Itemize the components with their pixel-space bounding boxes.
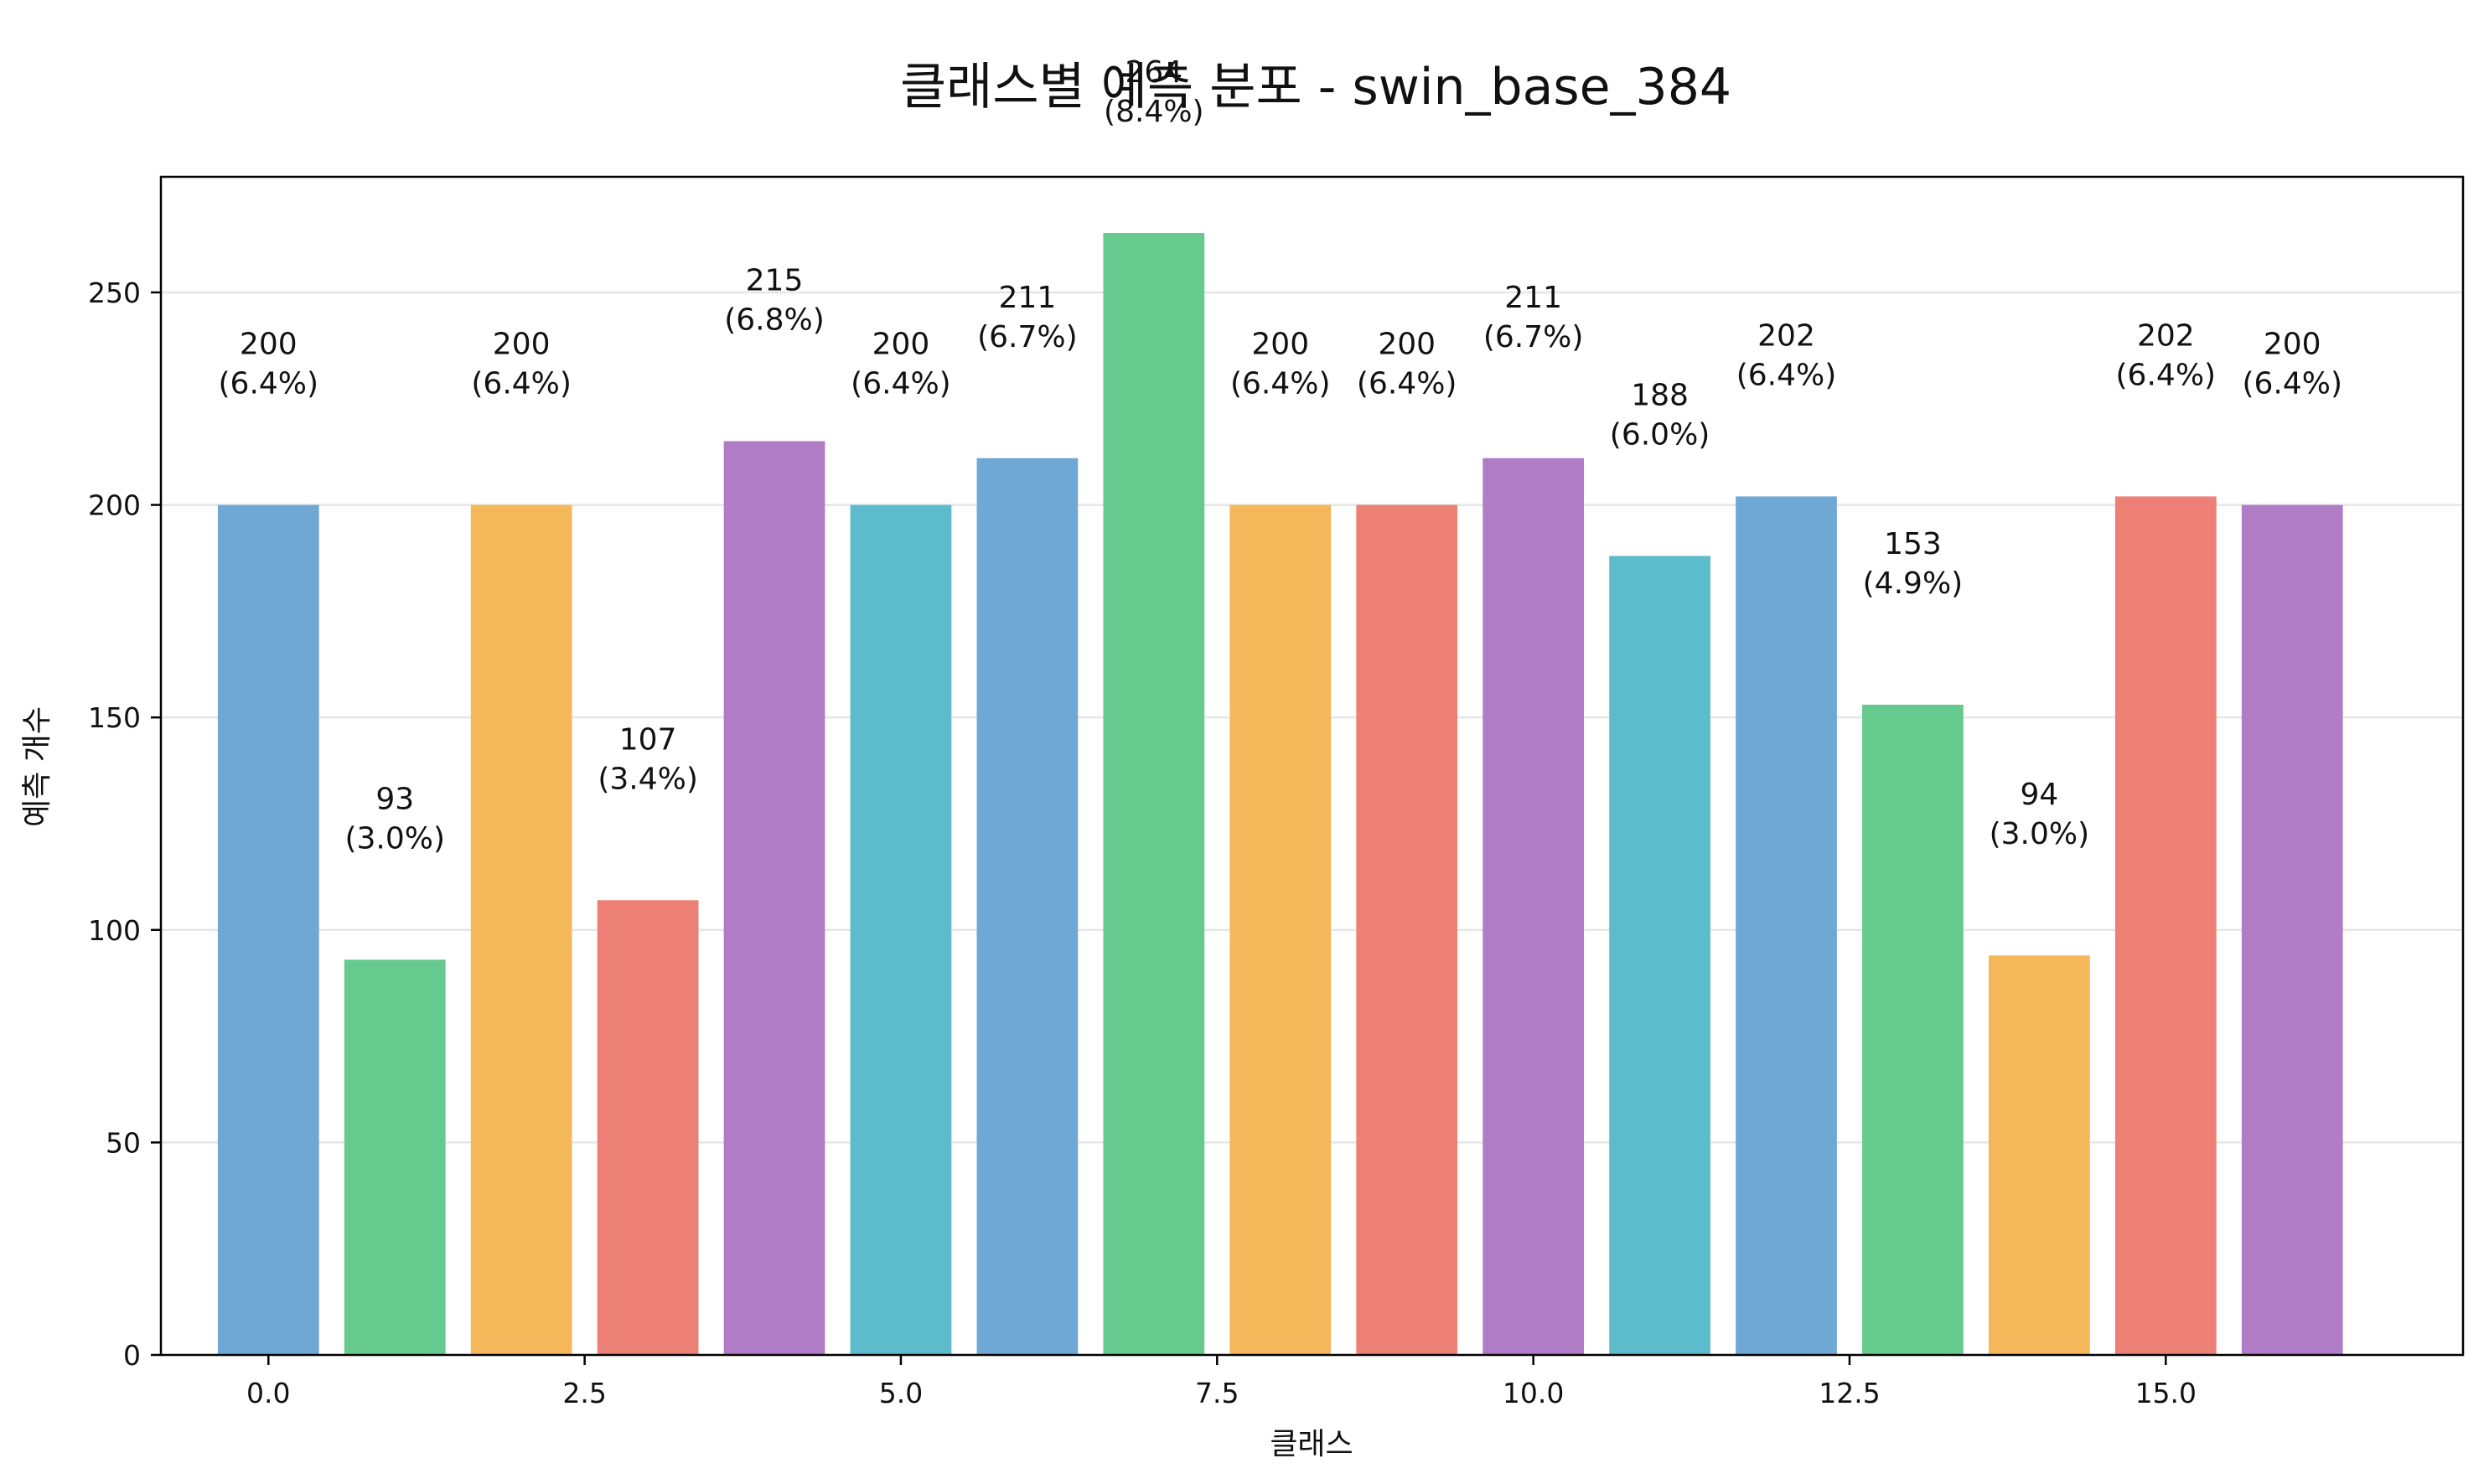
bar-value-label: 264 <box>1125 55 1182 90</box>
bar-class-6 <box>976 458 1079 1355</box>
bar-percent-label: (6.4%) <box>471 367 572 401</box>
bar-value-label: 202 <box>2137 318 2195 353</box>
y-tick-label: 250 <box>88 277 141 309</box>
x-tick-label: 7.5 <box>1195 1377 1239 1409</box>
bar-class-14 <box>1988 955 2090 1355</box>
bar-value-label: 153 <box>1884 527 1942 561</box>
bar-class-4 <box>723 441 825 1355</box>
bar-percent-label: (6.8%) <box>724 302 825 337</box>
bar-class-5 <box>850 504 952 1355</box>
bar-percent-label: (3.0%) <box>1990 817 2090 851</box>
bar-value-label: 202 <box>1757 318 1815 353</box>
bar-value-label: 107 <box>619 722 677 757</box>
bar-percent-label: (8.4%) <box>1104 95 1204 129</box>
x-tick-label: 2.5 <box>562 1377 606 1409</box>
bar-value-label: 200 <box>493 328 551 362</box>
bar-percent-label: (4.9%) <box>1863 566 1964 601</box>
bar-class-0 <box>217 504 319 1355</box>
bar-class-1 <box>344 959 446 1355</box>
bar-value-label: 200 <box>240 328 298 362</box>
chart-title: 클래스별 예측 분포 - swin_base_384 <box>900 58 1731 116</box>
bar-class-10 <box>1483 458 1585 1355</box>
bar-class-3 <box>597 900 699 1355</box>
y-tick-label: 100 <box>88 914 141 947</box>
bar-class-16 <box>2241 504 2343 1355</box>
bar-class-11 <box>1609 556 1710 1355</box>
bar-percent-label: (6.4%) <box>1230 367 1331 401</box>
bar-value-label: 188 <box>1631 378 1689 412</box>
y-tick-label: 50 <box>106 1126 141 1159</box>
data-labels: 200 (6.4%) 93 (3.0%) 200 (6.4%) 107 (3.4%) 215 (6… <box>219 55 2343 856</box>
x-tick-label: 0.0 <box>246 1377 290 1409</box>
bar-percent-label: (6.4%) <box>219 367 319 401</box>
bar-value-label: 200 <box>1251 328 1309 362</box>
y-tick-label: 150 <box>88 701 141 734</box>
y-tick-label: 200 <box>88 489 141 522</box>
x-tick-label: 12.5 <box>1819 1377 1880 1409</box>
x-axis-ticks: 0.0 2.5 5.0 7.5 10.0 12.5 15.0 <box>246 1355 2197 1409</box>
x-tick-label: 10.0 <box>1503 1377 1564 1409</box>
bar-percent-label: (3.4%) <box>598 762 698 796</box>
bar-value-label: 200 <box>1378 328 1436 362</box>
bar-value-label: 211 <box>1504 281 1562 315</box>
bar-value-label: 200 <box>2264 328 2321 362</box>
bar-percent-label: (6.0%) <box>1610 417 1710 452</box>
bar-class-13 <box>1862 704 1964 1355</box>
bar-value-label: 200 <box>872 328 930 362</box>
y-axis-ticks: 0 50 100 150 200 250 <box>88 277 161 1372</box>
bar-percent-label: (6.7%) <box>977 320 1078 354</box>
bar-percent-label: (6.4%) <box>1357 367 1457 401</box>
bar-class-8 <box>1229 504 1332 1355</box>
bar-percent-label: (6.4%) <box>851 367 951 401</box>
bars <box>217 232 2343 1355</box>
bar-class-9 <box>1356 504 1458 1355</box>
x-axis-label: 클래스 <box>1270 1427 1353 1461</box>
bar-percent-label: (6.4%) <box>1736 358 1837 392</box>
y-tick-label: 0 <box>123 1339 141 1372</box>
plot-frame <box>159 175 2465 1357</box>
bar-class-15 <box>2114 496 2217 1355</box>
bar-value-label: 215 <box>746 263 804 297</box>
y-axis-label: 예측 개수 <box>20 706 54 827</box>
x-tick-label: 15.0 <box>2135 1377 2197 1409</box>
bar-class-2 <box>470 504 572 1355</box>
bar-class-12 <box>1736 496 1837 1355</box>
bar-percent-label: (6.4%) <box>2242 367 2342 401</box>
bar-class-7 <box>1103 232 1205 1355</box>
x-tick-label: 5.0 <box>879 1377 923 1409</box>
bar-percent-label: (6.4%) <box>2116 358 2217 392</box>
bar-percent-label: (6.7%) <box>1483 320 1584 354</box>
bar-value-label: 94 <box>2020 778 2058 812</box>
bar-percent-label: (3.0%) <box>344 821 445 856</box>
bar-value-label: 211 <box>999 281 1057 315</box>
bar-value-label: 93 <box>375 782 414 816</box>
